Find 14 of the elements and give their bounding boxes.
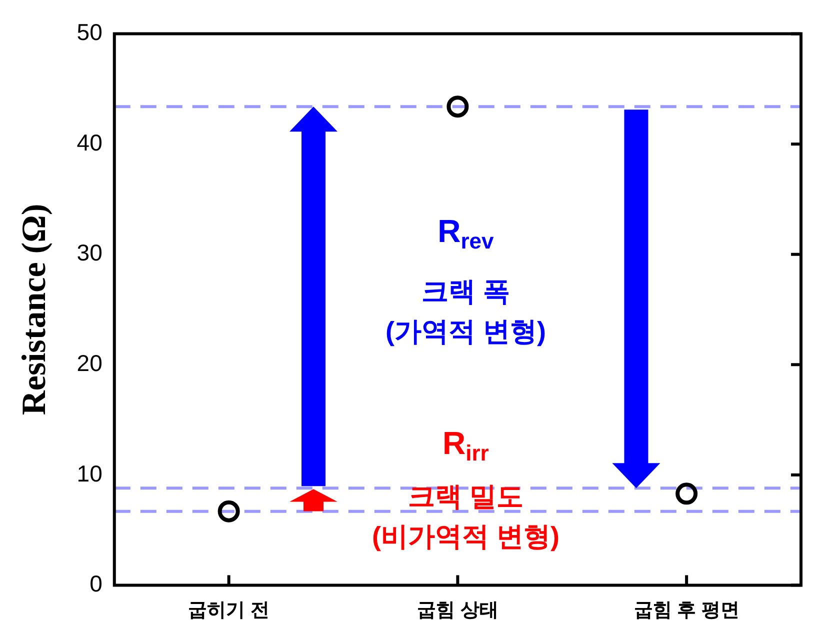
y-tick-label: 20 xyxy=(76,350,102,376)
y-tick-label: 40 xyxy=(76,129,102,156)
y-tick-label: 0 xyxy=(90,570,102,597)
annotation: (비가역적 변형) xyxy=(372,521,560,552)
y-tick-label: 10 xyxy=(76,460,102,486)
y-tick-label: 30 xyxy=(76,240,102,266)
annotation: 크랙 밀도 xyxy=(408,481,524,512)
annotation: 크랙 폭 xyxy=(421,276,510,306)
x-tick-label: 굽힘 상태 xyxy=(417,600,498,621)
annotation: (가역적 변형) xyxy=(385,316,546,346)
x-tick-label: 굽히기 전 xyxy=(188,600,270,621)
y-axis-title: Resistance (Ω) xyxy=(16,204,54,416)
y-tick-label: 50 xyxy=(76,19,102,46)
x-tick-label: 굽힘 후 평면 xyxy=(634,600,740,621)
